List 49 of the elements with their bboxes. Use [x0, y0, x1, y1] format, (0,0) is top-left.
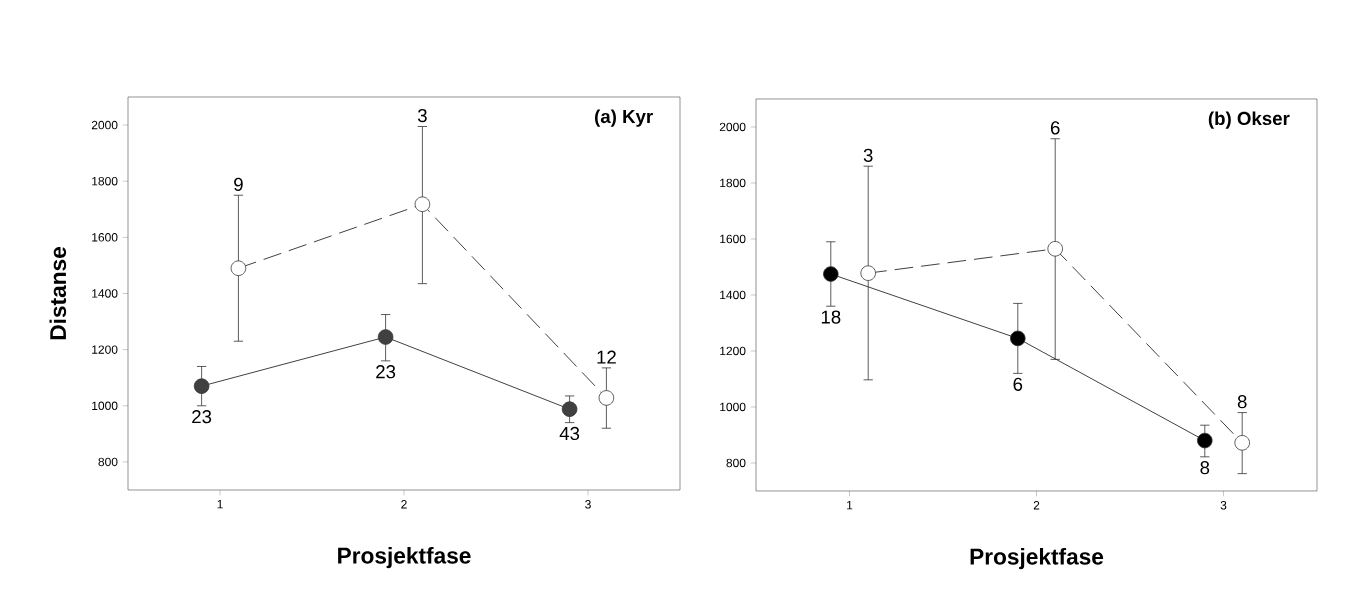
text: (a) Kyr — [595, 109, 653, 127]
y-tick-label: 1600 — [720, 234, 746, 244]
x-axis-title: Prosjektfase — [970, 548, 1104, 570]
annotation: 3 — [417, 108, 427, 123]
x-tick-label: 3 — [1220, 501, 1227, 510]
x-tick-label: 2 — [401, 500, 407, 509]
annotation: 12 — [597, 350, 616, 364]
y-tick-label: 1000 — [92, 401, 118, 411]
point — [823, 266, 839, 282]
y-tick-label: 1600 — [92, 233, 118, 242]
text: (b) Okser — [1208, 111, 1290, 129]
point — [377, 329, 394, 345]
annotation: 23 — [376, 365, 396, 379]
y-tick-label: 1000 — [720, 402, 746, 412]
x-axis-title: Prosjektfase — [338, 547, 471, 569]
y-tick-label: 1400 — [720, 290, 746, 300]
annotation: 18 — [821, 310, 841, 324]
y-tick-label: 2000 — [91, 120, 118, 130]
y-tick-label: 800 — [98, 457, 118, 467]
annotation: 8 — [1237, 395, 1247, 409]
y-tick-label: 2000 — [719, 122, 746, 132]
point — [1047, 241, 1063, 257]
y-tick-label: 1400 — [92, 289, 118, 298]
point — [193, 378, 210, 394]
x-tick-label: 3 — [585, 500, 591, 509]
y-tick-label: 1800 — [720, 178, 746, 188]
point — [561, 401, 578, 417]
y-tick-label: 1200 — [720, 346, 746, 356]
annotation: 43 — [559, 426, 580, 441]
annotation: 6 — [1050, 121, 1060, 135]
y-tick-label: 800 — [726, 458, 746, 468]
x-tick-label: 1 — [847, 501, 853, 510]
annotation: 6 — [1013, 377, 1023, 391]
y-axis-title: Distanse — [49, 247, 67, 340]
point — [1010, 330, 1026, 347]
annotation: 9 — [234, 177, 243, 191]
annotation: 8 — [1200, 461, 1210, 475]
x-tick-label: 2 — [1033, 501, 1040, 510]
point — [414, 196, 431, 212]
point — [1197, 432, 1213, 449]
point — [860, 265, 876, 281]
point — [230, 260, 247, 276]
annotation: 3 — [863, 148, 873, 162]
y-tick-label: 1800 — [92, 176, 118, 186]
y-tick-label: 1200 — [92, 345, 118, 354]
x-tick-label: 1 — [217, 500, 223, 509]
point — [598, 390, 615, 406]
annotation: 23 — [192, 410, 212, 424]
point — [1234, 435, 1250, 451]
